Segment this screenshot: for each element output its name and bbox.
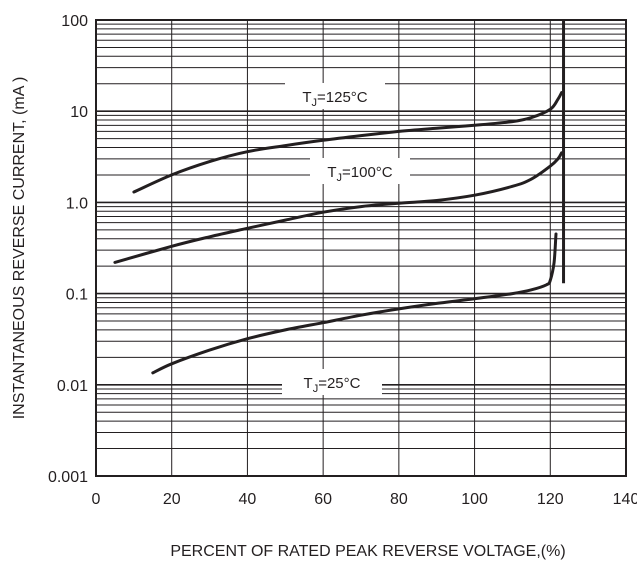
plot-border [95,19,627,477]
y-tick-label: 1.0 [66,195,88,212]
x-tick-label: 80 [390,491,408,508]
x-tick-label: 140 [613,491,637,508]
x-tick-label: 60 [314,491,332,508]
series-label-background [285,83,385,109]
y-tick-label: 0.1 [66,287,88,304]
series-label-0: TJ=125°C [302,89,367,109]
tick-label-layer: 0 20 40 60 80 100 120 140 100 10 1.0 0.1 0.01 0.001 [48,13,637,508]
series-label-2: TJ=25°C [304,375,361,395]
plot-frame [95,19,627,477]
series-layer [113,20,566,375]
x-axis-title: PERCENT OF RATED PEAK REVERSE VOLTAGE,(%… [170,543,565,560]
x-tick-label: 0 [92,491,101,508]
series-line-0 [132,91,564,194]
series-line-2 [151,232,558,375]
label-layer: TJ=125°C TJ=100°C TJ=25°C [282,83,410,395]
x-tick-label: 40 [239,491,257,508]
x-tick-label: 120 [537,491,564,508]
x-tick-label: 100 [461,491,488,508]
series-label-background [282,369,382,395]
series-label-background [310,158,410,184]
series-line-1 [113,151,564,264]
x-tick-label: 20 [163,491,181,508]
y-tick-label: 10 [70,104,88,121]
y-axis-title: INSTANTANEOUS REVERSE CURRENT, (mA ) [11,77,28,420]
y-tick-label: 100 [61,13,88,30]
y-tick-label: 0.001 [48,469,88,486]
y-tick-label: 0.01 [57,378,88,395]
series-label-1: TJ=100°C [327,164,392,184]
